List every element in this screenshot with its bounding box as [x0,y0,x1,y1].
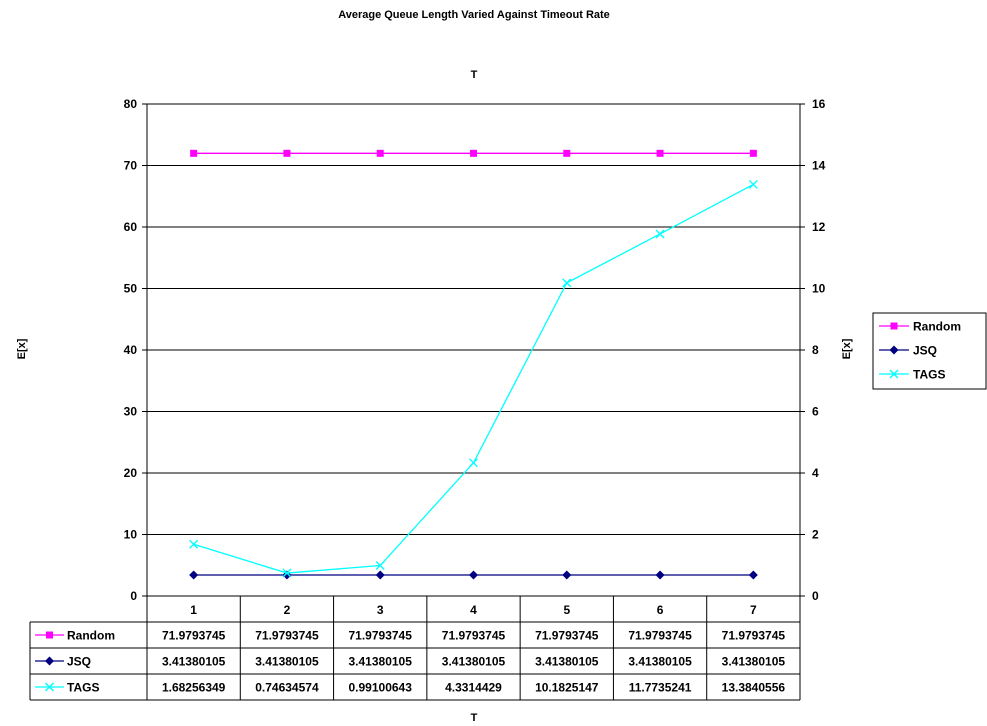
data-point-random [749,149,757,157]
data-point-tags [469,458,478,468]
y-tick-label-right: 12 [812,220,826,234]
table-series-name: JSQ [67,655,91,669]
y-tick-label-left: 70 [124,159,138,173]
table-cell-value: 0.99100643 [349,681,413,695]
legend-label: JSQ [913,344,937,358]
table-cell-value: 3.41380105 [255,655,319,669]
x-tick-label: 4 [470,603,477,617]
y-tick-label-right: 6 [812,405,819,419]
data-point-jsq [375,570,385,580]
table-cell-value: 1.68256349 [162,681,226,695]
table-cell-value: 71.9793745 [349,629,413,643]
table-legend-marker [45,656,54,666]
table-cell-value: 4.3314429 [445,681,502,695]
x-tick-label: 6 [657,603,664,617]
y-tick-label-left: 20 [124,466,138,480]
x-tick-label: 5 [563,603,570,617]
x-tick-label: 3 [377,603,384,617]
y-tick-label-right: 14 [812,159,826,173]
data-point-tags [748,179,758,189]
y-tick-label-left: 10 [124,528,138,542]
table-cell-value: 71.9793745 [535,629,599,643]
legend-label: Random [913,320,961,334]
x-tick-label: 2 [284,603,291,617]
table-series-name: TAGS [67,681,99,695]
y-tick-label-left: 40 [124,343,138,357]
series-line-tags [193,183,754,574]
data-point-random [283,149,291,157]
y-tick-label-right: 16 [812,97,826,111]
table-cell-value: 10.1825147 [535,681,599,695]
legend: Random JSQ TAGS [872,312,987,390]
y-tick-label-left: 60 [124,220,138,234]
table-series-name: Random [67,629,115,643]
table-cell-value: 0.74634574 [255,681,319,695]
data-point-random [656,149,664,157]
y-tick-label-right: 0 [812,589,819,603]
table-cell-value: 71.9793745 [722,629,786,643]
data-point-random [376,149,384,157]
table-cell-value: 13.3840556 [722,681,786,695]
data-point-jsq [469,570,478,580]
table-cell-value: 3.41380105 [162,655,226,669]
legend-marker [890,322,898,330]
x-axis-label: T [471,712,478,724]
series-layer [189,149,758,580]
x-tick-label: 7 [750,603,757,617]
table-cell-value: 71.9793745 [628,629,692,643]
data-table: 1 2 3 4 5 6 7 Random 71.9793745 71.9793745 71.9793… [29,596,801,701]
table-cell-value: 11.7735241 [629,681,692,695]
table-cell-value: 3.41380105 [722,655,786,669]
legend-marker [889,345,899,355]
data-point-jsq [748,570,758,580]
y-axis-left: 0 10 20 30 40 50 60 70 80 [124,97,147,603]
legend-label: TAGS [913,368,945,382]
data-point-jsq [562,570,572,580]
y-tick-label-right: 4 [812,466,819,480]
y-axis-right: 0 2 4 6 8 10 12 14 16 [800,97,826,603]
data-point-random [190,149,198,157]
data-point-tags [375,561,385,571]
table-cell-value: 3.41380105 [628,655,692,669]
y-tick-label-left: 30 [124,405,138,419]
table-legend-marker [46,631,53,639]
grid [147,103,800,597]
table-cell-value: 71.9793745 [255,629,319,643]
y-tick-label-right: 10 [812,282,826,296]
y-tick-label-left: 80 [124,97,138,111]
y-axis-left-label: E[x] [16,338,28,359]
y-tick-label-left: 50 [124,282,138,296]
x-tick-label: 1 [190,603,197,617]
data-point-tags [655,229,665,239]
x-axis-top-label: T [471,69,478,81]
table-cell-value: 71.9793745 [162,629,226,643]
chart-title: Average Queue Length Varied Against Time… [338,9,610,21]
data-point-tags [282,568,292,578]
table-cell-value: 3.41380105 [535,655,599,669]
table-cell-value: 3.41380105 [442,655,506,669]
data-point-random [470,149,477,157]
data-point-tags [189,539,199,549]
data-point-jsq [655,570,665,580]
data-point-tags [562,278,572,288]
legend-marker [889,369,899,379]
y-tick-label-left: 0 [130,589,137,603]
table-cell-value: 71.9793745 [442,629,506,643]
y-tick-label-right: 8 [812,343,819,357]
data-point-random [563,149,571,157]
y-tick-label-right: 2 [812,528,819,542]
table-legend-marker [45,682,54,692]
data-point-jsq [189,570,199,580]
table-cell-value: 3.41380105 [349,655,413,669]
y-axis-right-label: E[x] [841,338,853,359]
